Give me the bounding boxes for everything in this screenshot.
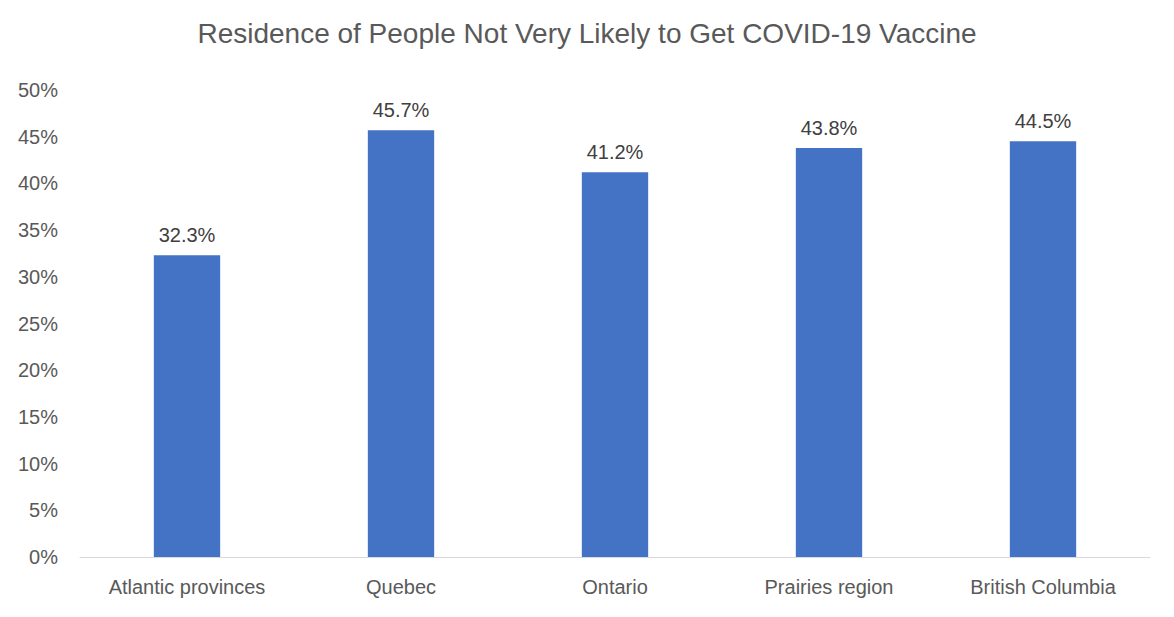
svg-text:5%: 5%	[29, 499, 58, 521]
svg-text:43.8%: 43.8%	[801, 117, 858, 139]
svg-text:44.5%: 44.5%	[1015, 110, 1072, 132]
svg-text:45%: 45%	[18, 126, 58, 148]
svg-text:15%: 15%	[18, 406, 58, 428]
svg-text:Residence of People Not Very L: Residence of People Not Very Likely to G…	[197, 18, 976, 49]
svg-text:0%: 0%	[29, 546, 58, 568]
svg-text:10%: 10%	[18, 453, 58, 475]
svg-text:45.7%: 45.7%	[373, 99, 430, 121]
svg-text:41.2%: 41.2%	[587, 141, 644, 163]
svg-text:40%: 40%	[18, 172, 58, 194]
svg-text:British Columbia: British Columbia	[970, 576, 1116, 598]
svg-text:25%: 25%	[18, 313, 58, 335]
svg-text:Ontario: Ontario	[582, 576, 648, 598]
svg-text:20%: 20%	[18, 359, 58, 381]
svg-text:30%: 30%	[18, 266, 58, 288]
svg-text:Quebec: Quebec	[366, 576, 436, 598]
svg-text:32.3%: 32.3%	[159, 224, 216, 246]
svg-text:50%: 50%	[18, 79, 58, 101]
svg-text:Prairies region: Prairies region	[765, 576, 894, 598]
svg-text:Atlantic provinces: Atlantic provinces	[109, 576, 266, 598]
svg-text:35%: 35%	[18, 219, 58, 241]
